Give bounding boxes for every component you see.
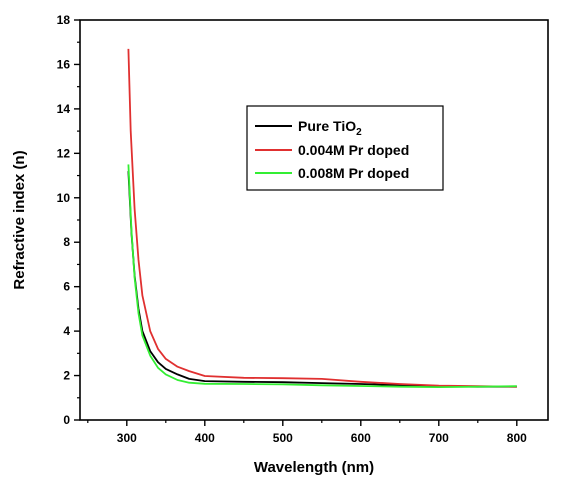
x-tick-label: 500 xyxy=(273,431,293,445)
series-line-0 xyxy=(127,171,517,388)
x-tick-label: 400 xyxy=(195,431,215,445)
legend-label-pure-tio2: Pure TiO2 xyxy=(298,118,362,138)
legend-label-pure-tio2-subscript: 2 xyxy=(356,127,362,138)
data-series xyxy=(127,48,517,388)
y-tick-label: 10 xyxy=(57,191,71,205)
legend: Pure TiO2 0.004M Pr doped 0.008M Pr dope… xyxy=(246,105,444,191)
y-tick-label: 0 xyxy=(63,413,70,427)
legend-label-0004m: 0.004M Pr doped xyxy=(298,142,409,158)
y-tick-label: 6 xyxy=(63,280,70,294)
legend-label-0008m: 0.008M Pr doped xyxy=(298,165,409,181)
x-tick-label: 300 xyxy=(117,431,137,445)
legend-label-pure-tio2-main: Pure TiO xyxy=(298,118,356,134)
y-tick-label: 18 xyxy=(57,13,71,27)
x-axis-title: Wavelength (nm) xyxy=(254,459,374,476)
y-tick-label: 16 xyxy=(57,57,71,71)
series-line-1 xyxy=(127,48,517,388)
x-tick-label: 700 xyxy=(429,431,449,445)
y-axis-title: Refractive index (n) xyxy=(11,150,28,289)
y-axis-ticks: 0 2 4 6 8 10 12 14 16 18 xyxy=(57,13,80,427)
x-tick-label: 600 xyxy=(351,431,371,445)
y-tick-label: 12 xyxy=(57,146,71,160)
y-tick-label: 4 xyxy=(63,324,70,338)
y-tick-label: 14 xyxy=(57,102,71,116)
x-axis-ticks: 300 400 500 600 700 800 xyxy=(87,420,527,445)
y-tick-label: 2 xyxy=(63,369,70,383)
series-line-2 xyxy=(127,164,517,388)
legend-box xyxy=(246,105,444,191)
x-tick-label: 800 xyxy=(507,431,527,445)
y-tick-label: 8 xyxy=(63,235,70,249)
plot-frame xyxy=(79,19,549,421)
